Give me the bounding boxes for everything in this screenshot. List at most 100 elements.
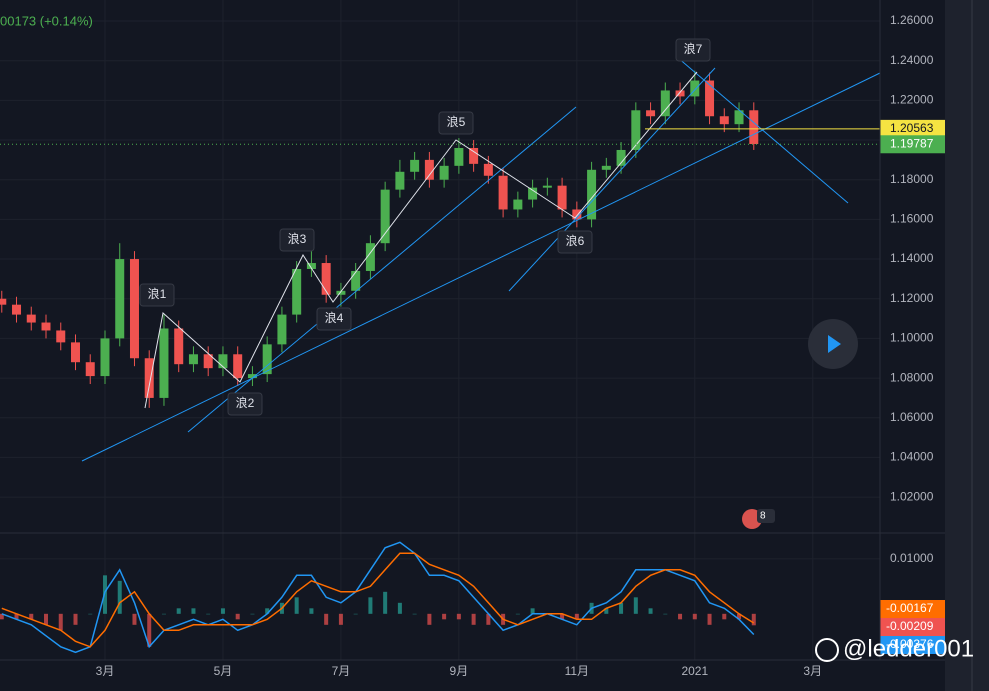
candle-body (0, 298, 7, 305)
candle-body (247, 374, 257, 379)
x-tick-label: 3月 (803, 664, 822, 678)
y-tick-label: 0.01000 (890, 551, 934, 565)
histogram-bar (161, 613, 166, 615)
play-icon[interactable] (828, 335, 841, 353)
y-tick-label: 1.26000 (890, 13, 934, 27)
histogram-bar (383, 591, 388, 614)
wave-label-box (675, 38, 711, 62)
candle-body (587, 169, 597, 220)
candle-body (572, 209, 582, 220)
watermark-icon (815, 638, 839, 662)
x-tick-label: 3月 (96, 664, 115, 678)
histogram-bar (678, 613, 683, 620)
x-tick-label: 11月 (565, 664, 589, 678)
value-badge-text: -0.00209 (886, 619, 934, 633)
histogram-bar (58, 613, 63, 631)
histogram-bar (515, 613, 520, 615)
histogram-bar (456, 613, 461, 620)
histogram-bar (206, 613, 211, 615)
histogram-bar (147, 613, 152, 647)
candle-body (469, 147, 479, 164)
histogram-bar (265, 608, 270, 614)
wave-label: 浪7 (684, 41, 703, 56)
candle-body (439, 165, 449, 180)
candle-body (660, 90, 670, 117)
wave-label: 浪6 (566, 233, 585, 248)
histogram-bar (737, 613, 742, 620)
y-tick-label: 1.24000 (890, 53, 934, 67)
histogram-bar (29, 613, 34, 620)
histogram-bar (294, 597, 299, 614)
y-tick-label: 1.08000 (890, 370, 934, 384)
value-badge (880, 600, 945, 618)
badge-text: 8 (760, 511, 766, 522)
value-badge-text: -0.00376 (886, 637, 934, 651)
candle-body (203, 354, 213, 369)
wave-label: 浪2 (236, 395, 255, 410)
value-badge (880, 636, 945, 654)
candle-body (528, 187, 538, 200)
y-tick-label: 1.18000 (890, 172, 934, 186)
candle-body (292, 268, 302, 315)
candle-body (646, 110, 656, 117)
candle-body (100, 338, 110, 377)
header-change: 00173 (+0.14%) (0, 13, 93, 28)
candle-body (410, 159, 420, 172)
histogram-bar (486, 613, 491, 625)
wave-label: 浪4 (325, 310, 344, 325)
histogram-bar (412, 613, 417, 615)
candle-body (705, 80, 715, 117)
price-badge (880, 135, 945, 154)
histogram-bar (220, 608, 225, 614)
x-tick-label: 7月 (332, 664, 351, 678)
histogram-bar (235, 613, 240, 620)
histogram-bar (368, 597, 373, 614)
price-badge (880, 119, 945, 138)
histogram-bar (117, 580, 122, 614)
wave-label: 浪5 (447, 114, 466, 129)
histogram-bar (722, 613, 727, 620)
badge-box[interactable] (757, 509, 775, 523)
candle-body (380, 189, 390, 244)
histogram-bar (427, 613, 432, 625)
histogram-bar (663, 613, 668, 615)
plot-layer: 2020 3月 5月 7月 9月 11月 2021 3月 1.26000 1.24000 1.220… (0, 0, 945, 678)
candle-body (557, 185, 567, 210)
candle-body (542, 185, 552, 188)
candle-body (336, 290, 346, 295)
trend-line (81, 72, 881, 462)
trend-line (187, 106, 577, 433)
histogram-bar (560, 613, 565, 620)
histogram-bar (751, 613, 756, 626)
trend-line (508, 67, 716, 292)
trend-line (676, 56, 849, 204)
candle-body (159, 328, 169, 398)
macd-line (1, 541, 755, 654)
y-tick-label: 1.16000 (890, 212, 934, 226)
candle-body (12, 304, 22, 315)
histogram-bar (530, 608, 535, 614)
play-button[interactable] (808, 319, 858, 369)
y-tick-label: 1.12000 (890, 291, 934, 305)
wave-label-box (557, 230, 593, 254)
candle-body (188, 354, 198, 365)
candle-body (483, 163, 493, 176)
histogram-bar (73, 613, 78, 625)
candle-body (719, 116, 729, 125)
candle-body (631, 110, 641, 150)
histogram-bar (574, 613, 579, 620)
histogram-bar (14, 613, 19, 620)
histogram-bar (353, 613, 358, 615)
candle-body (218, 354, 228, 369)
candle-body (351, 270, 361, 291)
wave-zigzag (144, 71, 698, 409)
histogram-bar (324, 613, 329, 625)
y-tick-label: 1.02000 (890, 489, 934, 503)
wave-label-box (139, 283, 175, 307)
x-tick-label: 2021 (681, 664, 708, 678)
candle-body (454, 147, 464, 166)
candle-body (306, 263, 316, 269)
candle-body (144, 358, 154, 398)
event-badge[interactable]: 8 (742, 509, 775, 529)
